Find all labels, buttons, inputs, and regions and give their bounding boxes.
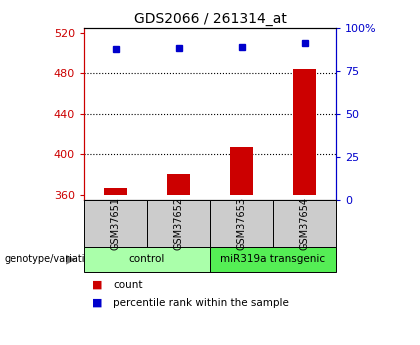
Text: percentile rank within the sample: percentile rank within the sample [113, 298, 289, 307]
Text: GSM37654: GSM37654 [299, 197, 310, 250]
Text: ■: ■ [92, 298, 103, 307]
Text: ▶: ▶ [66, 253, 76, 266]
Bar [168, 174, 189, 195]
Text: genotype/variation: genotype/variation [4, 254, 97, 264]
Text: ■: ■ [92, 280, 103, 289]
Text: GSM37653: GSM37653 [236, 197, 247, 250]
Text: GSM37651: GSM37651 [110, 197, 121, 250]
Text: control: control [129, 254, 165, 264]
Text: count: count [113, 280, 143, 289]
Bar [231, 147, 252, 195]
Text: GSM37652: GSM37652 [173, 197, 184, 250]
Bar [294, 69, 315, 195]
Bar [105, 188, 126, 195]
Text: miR319a transgenic: miR319a transgenic [220, 254, 326, 264]
Text: GDS2066 / 261314_at: GDS2066 / 261314_at [134, 12, 286, 26]
